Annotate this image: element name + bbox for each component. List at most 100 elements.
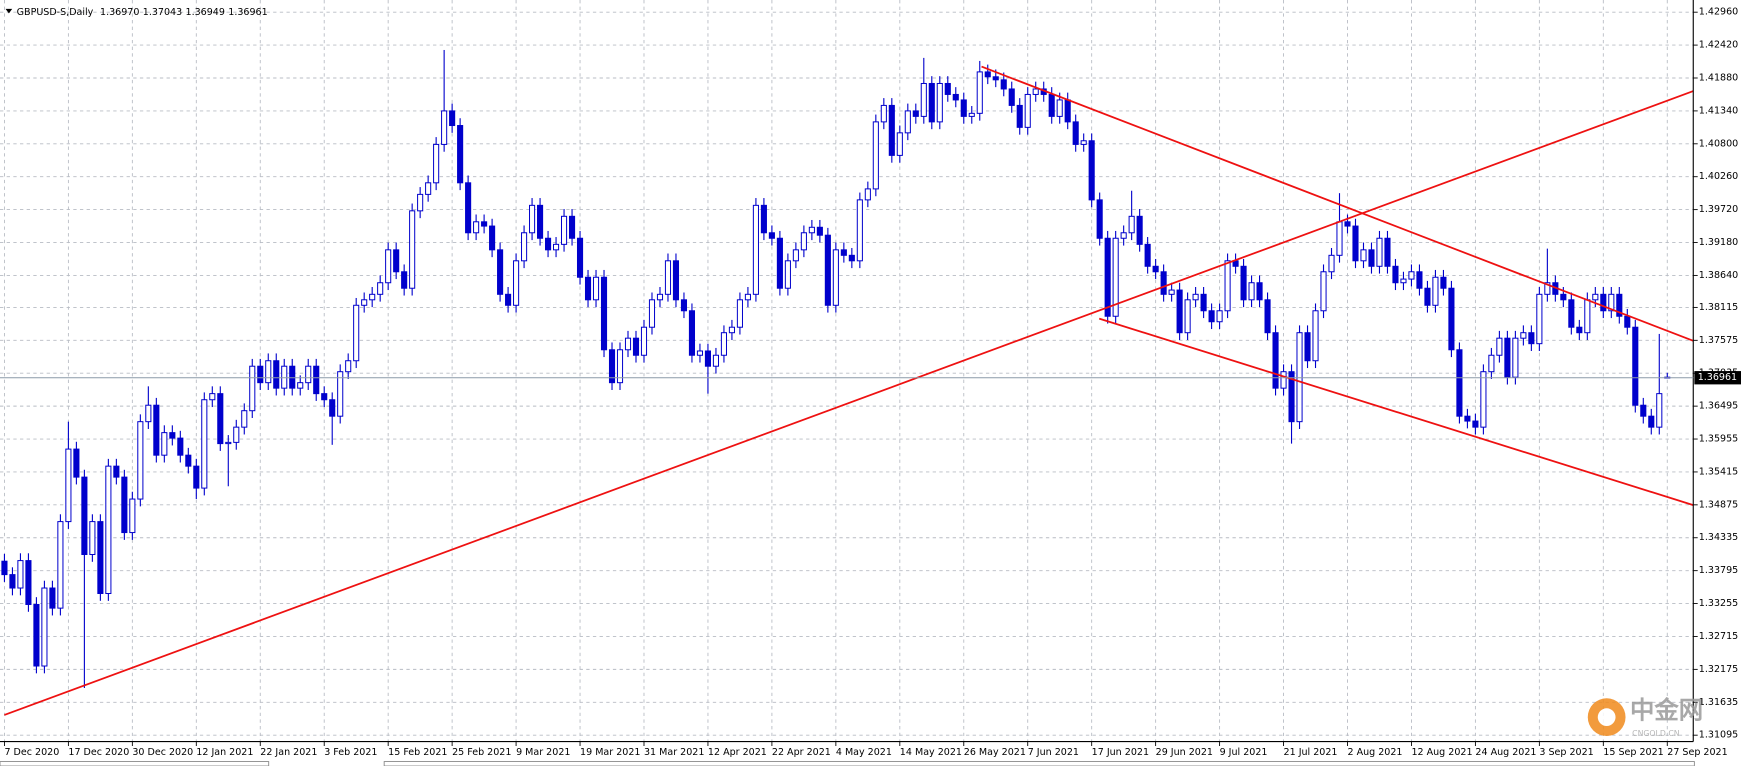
- x-tick-label: 3 Sep 2021: [1539, 747, 1593, 758]
- candle-body: [1136, 215, 1143, 245]
- candle-body: [385, 249, 392, 284]
- candle-body: [600, 276, 608, 351]
- y-tick-label: 1.36495: [1699, 401, 1738, 412]
- x-tick-label: 2 Aug 2021: [1347, 747, 1402, 758]
- candle-body: [529, 204, 536, 234]
- candle-body: [624, 337, 632, 351]
- candle-body: [1432, 276, 1439, 306]
- x-tick-label: 24 Aug 2021: [1475, 747, 1536, 758]
- candle-body: [920, 82, 927, 117]
- candle-body: [377, 282, 384, 295]
- candle-body: [321, 393, 328, 401]
- close-label: 1.36961: [228, 7, 267, 18]
- candle-body: [728, 326, 735, 334]
- candle-body: [1304, 332, 1311, 362]
- candle-body: [297, 382, 304, 389]
- candle-body: [369, 293, 376, 301]
- candle-body: [856, 199, 863, 262]
- candle-body: [1536, 293, 1543, 345]
- candle-body: [1416, 271, 1423, 289]
- candle-body: [784, 260, 791, 289]
- x-tick-label: 17 Dec 2020: [68, 747, 129, 758]
- candle-body: [521, 232, 528, 262]
- candle-body: [880, 104, 887, 123]
- candle-body: [1512, 337, 1519, 378]
- candle-body: [81, 476, 88, 556]
- axes: 1.42960 1.42420 1.41880 1.41340 1.40800 1.402…: [0, 7, 1741, 758]
- y-tick-label: 1.37575: [1699, 335, 1738, 346]
- candle-body: [257, 365, 264, 384]
- x-tick-label: 22 Jan 2021: [260, 747, 317, 758]
- candle-body: [1584, 299, 1591, 334]
- candle-body: [1528, 332, 1535, 345]
- y-tick-label: 1.40260: [1699, 171, 1738, 182]
- candle-body: [872, 121, 879, 190]
- candle-body: [576, 237, 584, 278]
- x-tick-label: 9 Mar 2021: [516, 747, 570, 758]
- y-tick-label: 1.35955: [1699, 434, 1738, 445]
- candle-body: [1368, 249, 1375, 267]
- candle-body: [976, 71, 983, 114]
- candle-body: [1656, 393, 1663, 428]
- candle-body: [57, 521, 64, 609]
- candle-body: [1312, 310, 1319, 362]
- candle-body: [1328, 254, 1335, 273]
- candle-body: [353, 304, 360, 362]
- low-label: 1.36949: [186, 7, 225, 18]
- candle-body: [457, 125, 464, 184]
- y-tick-label: 1.41880: [1699, 72, 1738, 83]
- x-tick-label: 7 Dec 2020: [4, 747, 59, 758]
- candle-body: [760, 204, 767, 234]
- candle-body: [1152, 265, 1159, 273]
- tab[interactable]: [0, 761, 270, 766]
- candle-body: [1472, 420, 1479, 428]
- candle-body: [89, 521, 96, 556]
- candle-body: [481, 221, 488, 227]
- candle-body: [497, 249, 504, 295]
- candle-body: [129, 498, 136, 534]
- x-tick-label: 17 Jun 2021: [1092, 747, 1149, 758]
- candle-body: [1352, 225, 1359, 262]
- candle-body: [1504, 337, 1511, 378]
- candle-body: [1496, 337, 1503, 356]
- candle-body: [1560, 293, 1567, 301]
- candle-body: [688, 310, 696, 356]
- candle-body: [1184, 299, 1191, 334]
- candle-body: [1648, 415, 1655, 428]
- candle-body: [329, 399, 336, 417]
- candle-body: [1376, 237, 1383, 267]
- y-tick-label: 1.34875: [1699, 499, 1738, 510]
- candle-body: [489, 225, 496, 251]
- x-tick-label: 3 Feb 2021: [324, 747, 377, 758]
- candle-body: [720, 332, 727, 356]
- candle-body: [832, 249, 839, 306]
- candle-body: [185, 454, 192, 467]
- candle-body: [656, 293, 664, 301]
- candle-body: [1592, 293, 1599, 301]
- y-tick-label: 1.38640: [1699, 270, 1738, 281]
- current-price-label: 1.36961: [1698, 372, 1737, 383]
- candle-body: [1176, 289, 1183, 334]
- x-tick-label: 19 Mar 2021: [580, 747, 640, 758]
- y-tick-label: 1.31635: [1699, 697, 1738, 708]
- candle-body: [249, 365, 256, 412]
- candle-body: [97, 521, 104, 595]
- candle-body: [824, 234, 831, 306]
- candle-body: [736, 299, 743, 328]
- candle-body: [744, 293, 751, 301]
- candle-body: [1520, 332, 1527, 339]
- candle-body: [113, 465, 120, 478]
- candle-body: [560, 215, 568, 245]
- candle-body: [225, 441, 232, 445]
- candle-body: [313, 365, 320, 395]
- menu-arrow[interactable]: [5, 8, 13, 14]
- candle-body: [1272, 332, 1279, 389]
- x-tick-label: 12 Apr 2021: [708, 747, 767, 758]
- candle-body: [1200, 293, 1207, 312]
- candle-body: [153, 404, 160, 456]
- x-tick-label: 12 Aug 2021: [1411, 747, 1472, 758]
- x-tick-label: 12 Jan 2021: [196, 747, 253, 758]
- scrollbar[interactable]: [383, 761, 1695, 766]
